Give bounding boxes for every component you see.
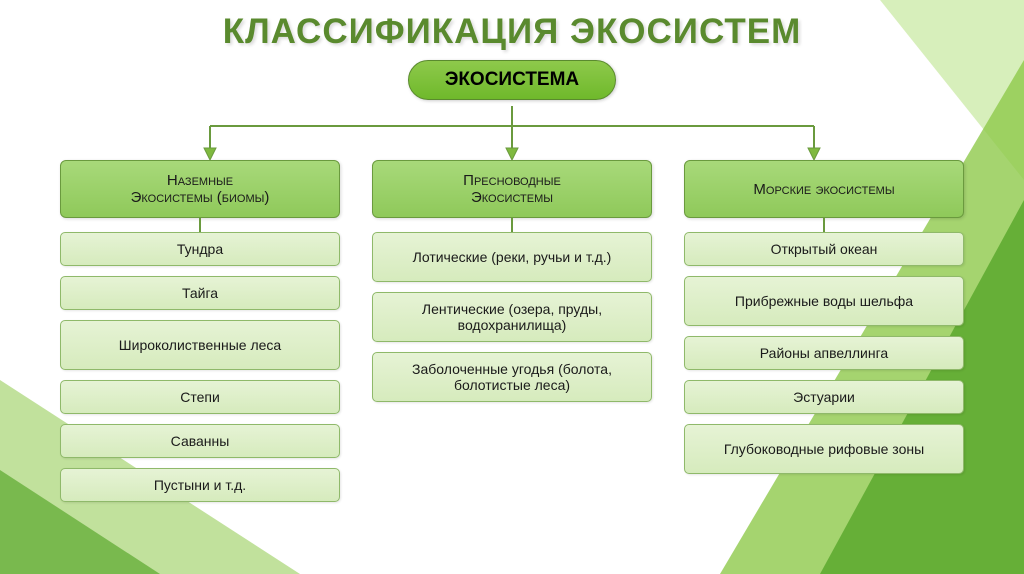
connector-svg bbox=[40, 102, 984, 160]
list-item: Саванны bbox=[60, 424, 340, 458]
column-items: Лотические (реки, ручьи и т.д.) Лентическ… bbox=[372, 232, 652, 402]
list-item: Тайга bbox=[60, 276, 340, 310]
column-items: Открытый океан Прибрежные воды шельфа Райо… bbox=[684, 232, 964, 474]
list-item: Прибрежные воды шельфа bbox=[684, 276, 964, 326]
column-stem bbox=[199, 218, 201, 232]
column-stem bbox=[823, 218, 825, 232]
columns-container: НаземныеЭкосистемы (биомы) Тундра Тайга Шир… bbox=[40, 160, 984, 502]
column-stem bbox=[511, 218, 513, 232]
column-header: Морские экосистемы bbox=[684, 160, 964, 218]
list-item: Лентические (озера, пруды, водохранилища… bbox=[372, 292, 652, 342]
column-items: Тундра Тайга Широколиственные леса Степи Сав… bbox=[60, 232, 340, 502]
list-item: Районы апвеллинга bbox=[684, 336, 964, 370]
list-item: Широколиственные леса bbox=[60, 320, 340, 370]
page-title: КЛАССИФИКАЦИЯ ЭКОСИСТЕМ bbox=[40, 12, 984, 52]
column-2: Морские экосистемы Открытый океан Прибрежн… bbox=[684, 160, 964, 502]
column-header: ПресноводныеЭкосистемы bbox=[372, 160, 652, 218]
list-item: Заболоченные угодья (болота, болотистые … bbox=[372, 352, 652, 402]
column-0: НаземныеЭкосистемы (биомы) Тундра Тайга Шир… bbox=[60, 160, 340, 502]
list-item: Пустыни и т.д. bbox=[60, 468, 340, 502]
list-item: Лотические (реки, ручьи и т.д.) bbox=[372, 232, 652, 282]
list-item: Степи bbox=[60, 380, 340, 414]
column-1: ПресноводныеЭкосистемы Лотические (реки, … bbox=[372, 160, 652, 502]
connector-area bbox=[40, 102, 984, 160]
root-node: ЭКОСИСТЕМА bbox=[408, 60, 616, 100]
list-item: Эстуарии bbox=[684, 380, 964, 414]
column-header: НаземныеЭкосистемы (биомы) bbox=[60, 160, 340, 218]
list-item: Глубоководные рифовые зоны bbox=[684, 424, 964, 474]
list-item: Открытый океан bbox=[684, 232, 964, 266]
list-item: Тундра bbox=[60, 232, 340, 266]
